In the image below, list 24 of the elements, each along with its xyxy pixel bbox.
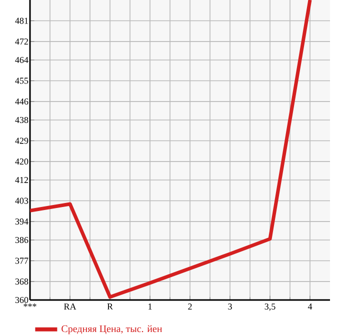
y-tick-label: 386	[15, 236, 28, 244]
x-tick-label: 4	[308, 304, 312, 310]
y-tick-label: 394	[15, 218, 28, 225]
y-tick-label: 446	[15, 98, 28, 105]
y-tick-label: 412	[15, 177, 28, 183]
x-tick-label: 3	[228, 304, 232, 310]
y-tick-label: 368	[15, 278, 28, 285]
x-tick-label: R	[107, 304, 113, 310]
x-tick-label: 3,5	[264, 304, 276, 311]
x-tick-label: 1	[148, 304, 152, 310]
y-tick-label: 429	[15, 138, 28, 144]
y-tick-label: 420	[15, 158, 28, 165]
y-tick-label: 481	[15, 18, 28, 24]
x-tick-label: 2	[188, 304, 192, 310]
y-tick-label: 360	[15, 296, 28, 304]
y-tick-label: 472	[15, 38, 28, 45]
y-tick-label: 455	[15, 78, 28, 84]
y-tick-label: 438	[15, 116, 28, 124]
y-tick-label: 377	[15, 258, 28, 264]
legend-label: Средняя Цена, тыс. йен	[62, 325, 162, 334]
y-tick-label: 403	[15, 198, 28, 204]
x-tick-label: RA	[64, 304, 76, 310]
y-tick-label: 464	[15, 56, 28, 64]
x-tick-label: ***	[24, 304, 36, 307]
